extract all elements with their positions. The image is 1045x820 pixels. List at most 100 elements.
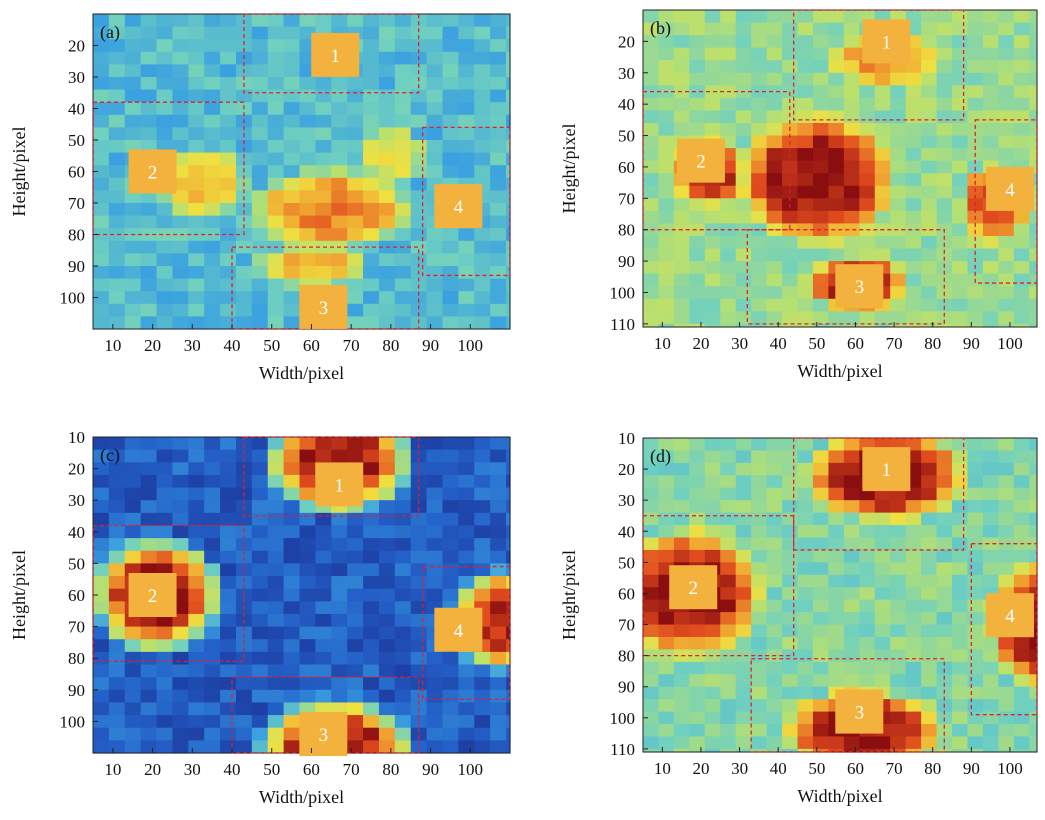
heatmap-cell xyxy=(936,599,953,613)
heatmap-cell xyxy=(363,487,380,501)
heatmap-cell xyxy=(735,649,752,663)
heatmap-cell xyxy=(673,438,690,452)
heatmap-cell xyxy=(782,562,799,576)
heatmap-cell xyxy=(442,291,459,305)
heatmap-cell xyxy=(936,500,953,514)
heatmap-cell xyxy=(93,266,110,280)
heatmap-cell xyxy=(267,177,285,191)
heatmap-cell xyxy=(952,512,969,526)
heatmap-cell xyxy=(458,689,475,704)
heatmap-cell xyxy=(108,677,126,691)
heatmap-cell xyxy=(782,500,799,514)
heatmap-cell xyxy=(936,85,953,99)
heatmap-cell xyxy=(299,664,316,678)
heatmap-cell xyxy=(782,22,799,36)
heatmap-cell xyxy=(1029,273,1038,287)
heatmap-cell xyxy=(921,487,938,501)
heatmap-cell xyxy=(172,727,189,741)
heatmap-cell xyxy=(658,298,675,312)
heatmap-cell xyxy=(673,512,690,526)
heatmap-cell xyxy=(140,291,158,305)
heatmap-cell xyxy=(704,487,721,501)
heatmap-cell xyxy=(251,14,269,28)
heatmap-cell xyxy=(859,574,876,588)
heatmap-cell xyxy=(704,699,721,713)
heatmap-cell xyxy=(643,549,660,563)
heatmap-cell xyxy=(347,538,364,552)
zone-label: 4 xyxy=(454,197,464,218)
heatmap-cell xyxy=(936,649,953,663)
heatmap-cell xyxy=(751,72,768,86)
heatmap-cell xyxy=(394,278,412,292)
heatmap-cell xyxy=(172,102,189,116)
heatmap-cell xyxy=(442,303,459,317)
heatmap-cell xyxy=(766,612,783,626)
heatmap-cell xyxy=(490,474,507,489)
heatmap-cell xyxy=(735,686,752,700)
y-tick-label: 70 xyxy=(618,189,635,208)
heatmap-cell xyxy=(220,215,237,229)
heatmap-cell xyxy=(843,248,860,262)
heatmap-cell xyxy=(156,203,174,217)
heatmap-cell xyxy=(347,316,364,330)
heatmap-cell xyxy=(766,47,783,61)
heatmap-cell xyxy=(704,60,721,74)
heatmap-cell xyxy=(442,525,459,539)
heatmap-cell xyxy=(905,649,922,663)
heatmap-cell xyxy=(735,748,752,753)
heatmap-cell xyxy=(251,512,269,527)
heatmap-cell xyxy=(108,127,126,141)
heatmap-cell xyxy=(235,215,253,229)
heatmap-cell xyxy=(204,64,221,78)
heatmap-cell xyxy=(235,140,253,154)
heatmap-cell xyxy=(673,624,690,638)
heatmap-cell xyxy=(331,677,348,691)
heatmap-cell xyxy=(172,715,189,729)
heatmap-cell xyxy=(299,253,316,267)
heatmap-cell xyxy=(331,626,348,640)
heatmap-cell xyxy=(363,14,380,28)
heatmap-cell xyxy=(108,613,126,628)
heatmap-cell xyxy=(673,122,690,137)
heatmap-cell xyxy=(921,210,938,225)
heatmap-cell xyxy=(905,699,922,713)
x-tick-label: 80 xyxy=(382,760,399,779)
heatmap-cell xyxy=(347,702,364,716)
heatmap-cell xyxy=(172,689,189,704)
zone-label: 2 xyxy=(688,578,698,599)
heatmap-cell xyxy=(426,588,444,602)
heatmap-cell xyxy=(689,97,706,112)
heatmap-cell xyxy=(426,538,444,552)
heatmap-cell xyxy=(251,601,269,615)
heatmap-cell xyxy=(643,500,660,514)
heatmap-cell xyxy=(490,177,507,191)
heatmap-cell xyxy=(283,278,301,292)
heatmap-cell xyxy=(204,51,221,65)
heatmap-cell xyxy=(782,475,799,489)
heatmap-cell xyxy=(782,148,799,162)
heatmap-cell xyxy=(251,474,269,489)
heatmap-cell xyxy=(490,689,507,704)
heatmap-cell xyxy=(506,203,511,217)
heatmap-cell xyxy=(859,612,876,626)
heatmap-cell xyxy=(720,674,737,688)
heatmap-cell xyxy=(921,110,938,124)
heatmap-cell xyxy=(220,500,237,514)
heatmap-cell xyxy=(921,438,938,452)
heatmap-cell xyxy=(874,122,891,137)
heatmap-cell xyxy=(442,165,459,179)
y-tick-label: 60 xyxy=(68,586,85,605)
heatmap-cell xyxy=(1013,298,1030,312)
heatmap-cell xyxy=(315,266,332,280)
heatmap-cell xyxy=(172,14,189,28)
heatmap-cell xyxy=(812,85,830,99)
heatmap-cell xyxy=(299,203,316,217)
heatmap-cell xyxy=(442,89,459,103)
heatmap-cell xyxy=(140,487,158,501)
heatmap-cell xyxy=(967,500,984,514)
heatmap-cell xyxy=(828,587,845,601)
heatmap-cell xyxy=(797,661,814,675)
heatmap-cell xyxy=(874,85,891,99)
heatmap-cell xyxy=(936,748,953,753)
heatmap-cell xyxy=(251,102,269,116)
